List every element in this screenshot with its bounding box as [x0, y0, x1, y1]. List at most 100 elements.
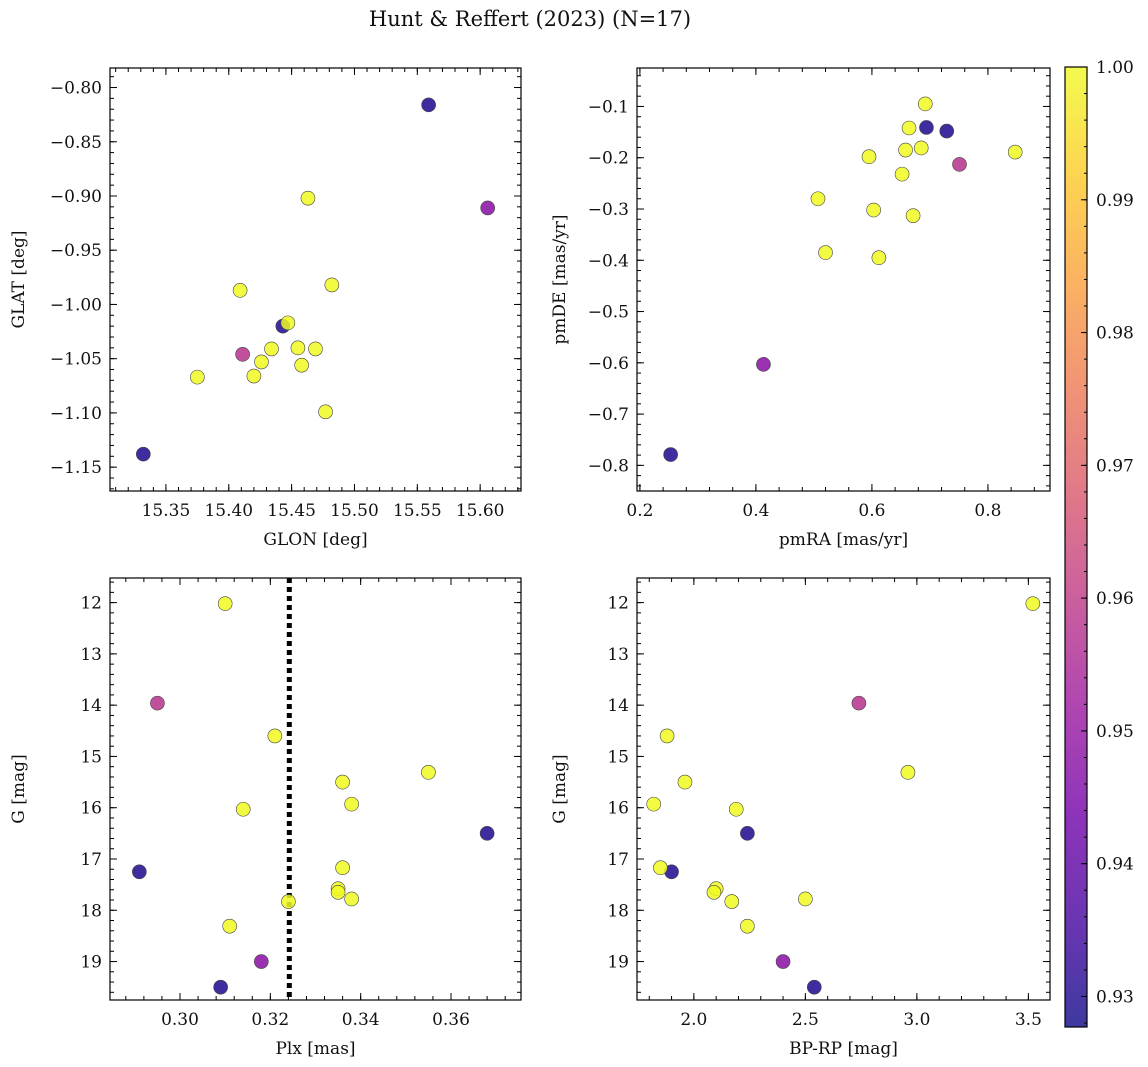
data-point: [871, 250, 887, 266]
x-axis-label: BP-RP [mag]: [789, 1039, 898, 1059]
x-tick-label: 2.5: [792, 1010, 819, 1030]
data-point: [318, 404, 333, 420]
x-axis-label: pmRA [mas/yr]: [779, 530, 908, 550]
y-tick-label: 12: [80, 594, 102, 614]
data-point: [866, 202, 881, 218]
data-point: [798, 891, 813, 907]
y-tick-label: −1.15: [50, 458, 102, 478]
data-point: [300, 190, 316, 206]
data-point: [190, 369, 205, 385]
data-point: [728, 801, 744, 817]
x-tick-label: 15.50: [330, 501, 379, 521]
data-point: [851, 695, 867, 711]
data-point: [132, 864, 147, 880]
y-tick-label: −0.7: [588, 405, 629, 425]
y-axis-label: GLAT [deg]: [9, 230, 29, 328]
y-tick-label: −0.95: [50, 241, 102, 261]
data-point: [1025, 596, 1041, 611]
data-point: [917, 96, 933, 112]
y-tick-label: 17: [80, 850, 102, 870]
data-point: [344, 796, 359, 812]
x-tick-label: 0.32: [251, 1010, 289, 1030]
data-point: [901, 120, 917, 136]
y-tick-label: 16: [607, 799, 629, 819]
x-tick-label: 15.45: [267, 501, 316, 521]
y-tick-label: −1.10: [50, 404, 102, 424]
y-tick-label: 18: [607, 901, 629, 921]
data-point: [150, 695, 165, 711]
colorbar-tick-label: 0.96: [1096, 589, 1134, 609]
data-point: [806, 979, 822, 995]
data-point: [480, 200, 495, 216]
colorbar-tick-label: 0.94: [1096, 855, 1134, 875]
data-point: [254, 354, 269, 370]
y-tick-label: 17: [607, 850, 629, 870]
colorbar-gradient: [1065, 67, 1087, 1027]
x-tick-label: 15.55: [393, 501, 442, 521]
axes-frame: [109, 577, 522, 1001]
data-point: [136, 446, 151, 462]
x-axis-label: GLON [deg]: [263, 530, 367, 550]
y-tick-label: −0.4: [588, 251, 629, 271]
data-point: [344, 891, 359, 907]
data-point: [222, 918, 237, 934]
colorbar-tick-label: 0.99: [1096, 191, 1134, 211]
data-point: [740, 826, 755, 841]
data-point: [663, 447, 678, 462]
x-tick-label: 0.6: [858, 501, 885, 521]
y-tick-label: −0.5: [588, 303, 629, 323]
data-point: [818, 245, 833, 260]
y-tick-label: −0.6: [588, 354, 629, 374]
data-point: [235, 347, 250, 362]
data-point: [246, 368, 262, 384]
y-axis-label: pmDE [mas/yr]: [550, 214, 570, 344]
data-point: [421, 765, 436, 780]
y-tick-label: 19: [607, 953, 629, 973]
x-tick-label: 0.2: [626, 501, 653, 521]
panel-plx-g: 0.30 0.32 0.34 0.36 12 13 14 15 16 17 18 19 Plx [mas…: [9, 577, 522, 1059]
y-tick-label: −0.80: [50, 79, 102, 99]
y-tick-label: 15: [80, 747, 102, 767]
data-point: [756, 357, 771, 372]
y-tick-label: −0.1: [588, 97, 629, 117]
data-point: [898, 142, 913, 158]
y-tick-label: 13: [607, 645, 629, 665]
x-tick-label: 15.60: [456, 501, 505, 521]
y-tick-label: 14: [80, 696, 102, 716]
data-point: [861, 149, 877, 165]
data-point: [939, 123, 955, 139]
x-tick-label: 3.5: [1015, 1010, 1042, 1030]
colorbar-tick-label: 0.95: [1096, 722, 1134, 742]
y-axis-label: G [mag]: [9, 754, 29, 823]
x-tick-label: 3.0: [903, 1010, 930, 1030]
colorbar-tick-label: 1.00: [1096, 58, 1134, 78]
axes-frame: [109, 67, 522, 492]
data-point: [1007, 144, 1023, 160]
data-point: [919, 120, 934, 135]
y-tick-label: −0.2: [588, 149, 629, 169]
y-tick-label: 12: [607, 594, 629, 614]
y-tick-label: 18: [80, 901, 102, 921]
x-tick-label: 2.0: [680, 1010, 707, 1030]
data-point: [905, 208, 921, 223]
axes-frame: [636, 67, 1051, 492]
data-point: [308, 341, 323, 357]
data-point: [421, 97, 436, 113]
data-point: [264, 341, 279, 357]
x-tick-label: 0.34: [342, 1010, 380, 1030]
x-tick-label: 0.8: [974, 501, 1001, 521]
data-point: [290, 340, 306, 356]
x-tick-label: 0.4: [742, 501, 769, 521]
data-point: [740, 918, 755, 934]
panels: 15.35 15.40 15.45 15.50 15.55 15.60 −0.80 −0.85…: [9, 67, 1051, 1059]
colorbar-frame: [1064, 66, 1088, 1028]
panel-pmra-pmde: 0.2 0.4 0.6 0.8 −0.1 −0.2 −0.3 −0.4 −0.5 −0.6 −0.7…: [550, 67, 1051, 550]
data-point: [479, 826, 495, 841]
colorbar: 0.93 0.94 0.95 0.96 0.97 0.98 0.99 1.00: [1064, 58, 1134, 1028]
axes-frame: [636, 577, 1051, 1001]
data-point: [724, 894, 740, 909]
x-axis-label: Plx [mas]: [275, 1039, 355, 1059]
data-point: [894, 166, 910, 182]
x-tick-label: 0.30: [161, 1010, 199, 1030]
